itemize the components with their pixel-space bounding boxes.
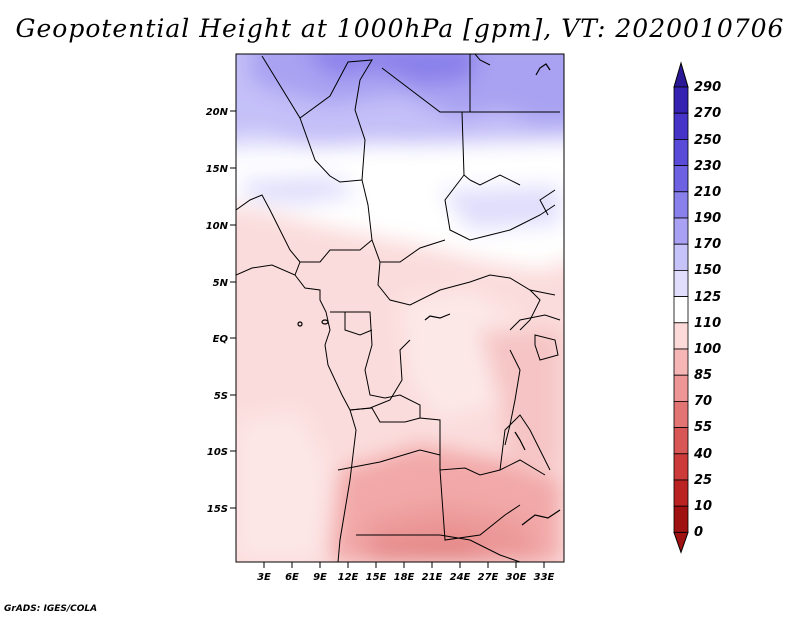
colorbar-label-270: 270 — [694, 106, 721, 121]
lat-label-15S: 15S — [207, 504, 228, 515]
lon-label-30E: 30E — [506, 572, 527, 583]
colorbar-label-10: 10 — [694, 499, 712, 514]
lat-label-10N: 10N — [206, 221, 229, 232]
colorbar-label-70: 70 — [694, 394, 712, 409]
colorbar-segment — [673, 374, 689, 402]
map-title: Geopotential Height at 1000hPa [gpm], VT… — [15, 14, 785, 43]
colorbar-label-170: 170 — [694, 237, 721, 252]
colorbar-segment — [673, 296, 689, 324]
grads-credit: GrADS: IGES/COLA — [4, 604, 98, 614]
colorbar-label-0: 0 — [694, 525, 703, 540]
lon-label-21E: 21E — [422, 572, 443, 583]
colorbar-segment — [673, 191, 689, 219]
colorbar-label-290: 290 — [694, 80, 721, 95]
colorbar-segment — [673, 138, 689, 166]
colorbar-segment — [673, 269, 689, 297]
colorbar-segment — [673, 453, 689, 481]
lat-label-5N: 5N — [213, 278, 229, 289]
colorbar-segment — [673, 322, 689, 350]
lat-label-5S: 5S — [214, 391, 228, 402]
colorbar-bottom-arrow — [673, 531, 689, 554]
colorbar-top-arrow — [673, 61, 689, 88]
colorbar-label-55: 55 — [694, 420, 712, 435]
colorbar-segment — [673, 505, 689, 533]
colorbar-label-125: 125 — [694, 290, 721, 305]
colorbar-label-250: 250 — [694, 133, 721, 148]
lon-label-33E: 33E — [534, 572, 555, 583]
colorbar-segment — [673, 165, 689, 193]
colorbar-segment — [673, 427, 689, 455]
lon-label-12E: 12E — [338, 572, 359, 583]
colorbar-segment — [673, 400, 689, 428]
colorbar-label-25: 25 — [694, 473, 712, 488]
map-frame — [235, 53, 565, 563]
lat-label-20N: 20N — [206, 107, 229, 118]
colorbar-label-85: 85 — [694, 368, 712, 383]
lat-axis — [230, 110, 236, 509]
colorbar-label-40: 40 — [693, 447, 712, 462]
colorbar-label-230: 230 — [694, 159, 721, 174]
colorbar-segment — [673, 348, 689, 376]
lon-label-27E: 27E — [478, 572, 499, 583]
colorbar-label-210: 210 — [694, 185, 721, 200]
lat-label-15N: 15N — [206, 164, 229, 175]
colorbar-segment — [673, 479, 689, 507]
height-field — [236, 54, 564, 562]
lon-label-3E: 3E — [257, 572, 271, 583]
lon-label-18E: 18E — [394, 572, 415, 583]
country-borders — [236, 54, 561, 562]
colorbar-segment — [673, 112, 689, 140]
colorbar — [673, 61, 689, 554]
lat-label-EQ: EQ — [213, 334, 229, 345]
lat-label-10S: 10S — [207, 447, 228, 458]
lon-label-9E: 9E — [313, 572, 327, 583]
lon-label-24E: 24E — [450, 572, 471, 583]
colorbar-segment — [673, 217, 689, 245]
colorbar-label-150: 150 — [694, 263, 721, 278]
colorbar-label-110: 110 — [694, 316, 721, 331]
colorbar-segment — [673, 243, 689, 271]
lon-label-6E: 6E — [285, 572, 299, 583]
lakes — [297, 63, 561, 526]
lon-label-15E: 15E — [366, 572, 387, 583]
lon-axis — [263, 562, 545, 568]
colorbar-label-100: 100 — [694, 342, 721, 357]
colorbar-segment — [673, 86, 689, 114]
colorbar-label-190: 190 — [694, 211, 721, 226]
